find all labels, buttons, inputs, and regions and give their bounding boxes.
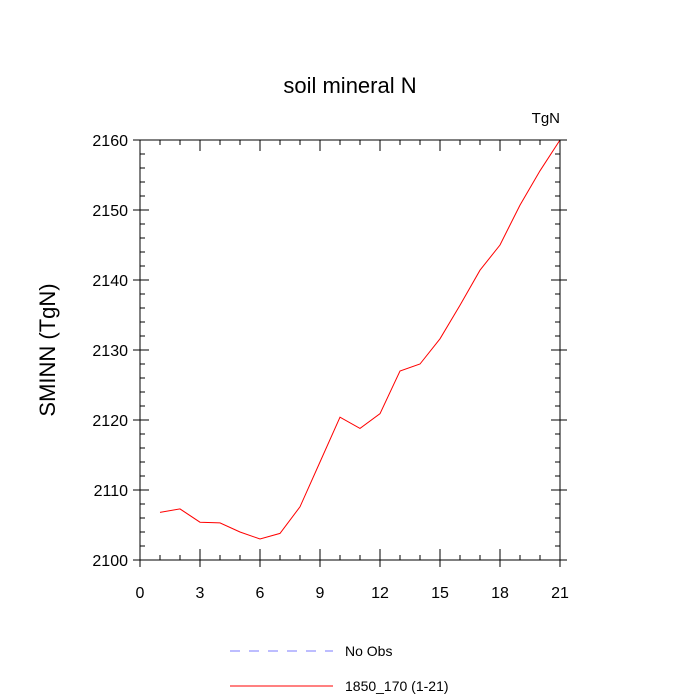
y-tick-label: 2120 <box>92 413 128 430</box>
legend-label-1850-170: 1850_170 (1-21) <box>345 678 449 694</box>
x-tick-label: 0 <box>136 585 145 602</box>
y-axis-label: SMINN (TgN) <box>35 283 60 416</box>
series-line <box>159 139 561 540</box>
x-tick-label: 6 <box>256 585 265 602</box>
series-layer <box>159 139 561 540</box>
units-label: TgN <box>532 110 560 127</box>
legend-label-no-obs: No Obs <box>345 643 392 659</box>
y-tick-label: 2130 <box>92 343 128 360</box>
legend: No Obs 1850_170 (1-21) <box>230 643 449 694</box>
x-tick-label: 15 <box>431 585 449 602</box>
y-tick-label: 2140 <box>92 273 128 290</box>
x-tick-label: 12 <box>371 585 389 602</box>
y-tick-label: 2150 <box>92 203 128 220</box>
y-tick-label: 2110 <box>94 483 129 500</box>
y-tick-label: 2160 <box>92 133 128 150</box>
chart-title: soil mineral N <box>283 73 416 98</box>
x-tick-label: 3 <box>196 585 205 602</box>
x-tick-label: 21 <box>551 585 569 602</box>
plot-frame <box>139 139 561 561</box>
x-tick-label: 9 <box>316 585 325 602</box>
tick-labels: 0 3 6 9 12 15 18 21 2100 2110 2120 2130 2140 2150 2160 <box>92 133 569 602</box>
axis-ticks <box>133 139 567 567</box>
x-tick-label: 18 <box>491 585 509 602</box>
y-tick-label: 2100 <box>92 553 128 570</box>
